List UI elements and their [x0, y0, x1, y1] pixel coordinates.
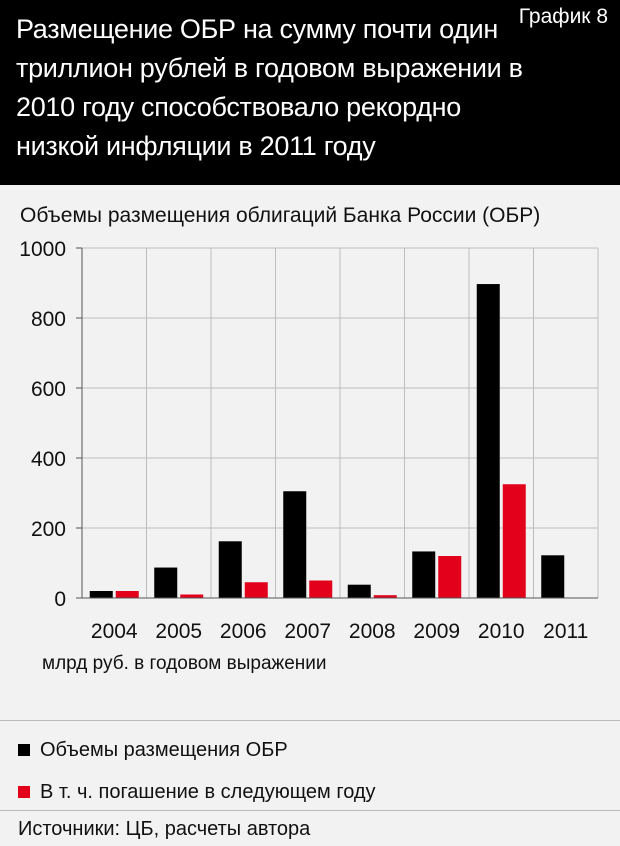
x-tick-label: 2008 — [349, 620, 396, 643]
bars — [89, 284, 565, 598]
bar-placements-2004 — [89, 591, 113, 598]
bar-chart: 0 200 400 600 800 1000 2004 2005 2006 2007 2008 200… — [19, 238, 599, 643]
source-text: Источники: ЦБ, расчеты автора — [18, 818, 311, 840]
bar-placements-2008 — [347, 584, 371, 598]
bar-placements-2005 — [154, 567, 178, 598]
y-tick-label: 800 — [31, 308, 66, 331]
y-tick-label: 400 — [31, 448, 66, 471]
source-note: Источники: ЦБ, расчеты автора — [0, 810, 620, 846]
bar-placements-2007 — [283, 491, 307, 598]
grid — [82, 247, 599, 598]
chart-headline: Размещение ОБР на сумму почти один трилл… — [16, 14, 523, 161]
chart-title: Объемы размещения облигаций Банка России… — [20, 204, 541, 227]
legend-label-placements: Объемы размещения ОБР — [40, 738, 288, 761]
y-tick-label: 0 — [54, 588, 66, 611]
legend: Объемы размещения ОБР В т. ч. погашение … — [0, 720, 620, 811]
bar-repayment-2010 — [502, 484, 526, 598]
legend-item-repayment: В т. ч. погашение в следующем году — [18, 777, 376, 807]
y-tick-label: 1000 — [19, 238, 66, 261]
x-tick-label: 2010 — [478, 620, 525, 643]
header: Размещение ОБР на сумму почти один трилл… — [0, 0, 620, 185]
legend-label-repayment: В т. ч. погашение в следующем году — [40, 780, 376, 803]
axes: 0 200 400 600 800 1000 2004 2005 2006 2007 2008 200… — [19, 238, 598, 643]
x-tick-label: 2009 — [413, 620, 460, 643]
y-tick-label: 600 — [31, 378, 66, 401]
bar-repayment-2007 — [309, 580, 333, 598]
chart-number-badge: График 8 — [518, 5, 608, 28]
x-tick-label: 2011 — [543, 620, 588, 643]
bar-placements-2010 — [476, 284, 500, 598]
bar-repayment-2004 — [115, 591, 139, 598]
x-tick-label: 2006 — [220, 620, 267, 643]
bar-repayment-2009 — [438, 556, 462, 598]
legend-item-placements: Объемы размещения ОБР — [18, 735, 288, 765]
legend-swatch-placements — [18, 744, 30, 756]
bar-repayment-2008 — [373, 595, 397, 598]
x-tick-label: 2007 — [284, 620, 331, 643]
unit-label: млрд руб. в годовом выражении — [42, 653, 327, 674]
bar-repayment-2005 — [180, 594, 204, 598]
bar-placements-2011 — [541, 555, 565, 598]
y-tick-label: 200 — [31, 518, 66, 541]
bar-placements-2006 — [218, 541, 242, 598]
legend-swatch-repayment — [18, 786, 30, 798]
x-tick-label: 2004 — [91, 620, 138, 643]
bar-repayment-2006 — [244, 582, 268, 598]
x-tick-label: 2005 — [155, 620, 202, 643]
bar-placements-2009 — [412, 551, 436, 598]
